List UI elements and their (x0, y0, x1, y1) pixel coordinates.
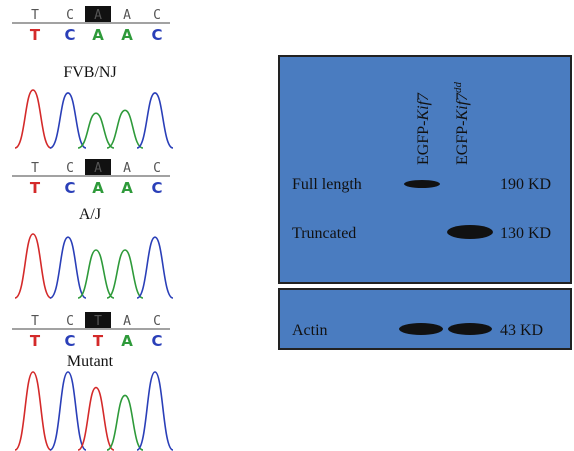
size-label: 130 KD (500, 225, 551, 242)
trace-peak (78, 250, 114, 298)
base-call: A (121, 26, 133, 44)
base-call: C (151, 179, 162, 197)
trace-peak (78, 113, 114, 148)
reference-base: T (94, 314, 102, 329)
band (448, 323, 492, 335)
row-label: Truncated (292, 225, 356, 242)
trace-peak (15, 90, 51, 148)
lane-prefix: EGFP- (415, 121, 432, 165)
trace-peak (137, 93, 173, 148)
base-call: A (121, 179, 133, 197)
sample-label: A/J (79, 206, 101, 223)
trace-peak (107, 250, 143, 298)
trace-peak (78, 388, 114, 450)
lane-superscript: dd (452, 81, 464, 93)
trace-peak (50, 372, 86, 450)
trace-peak (15, 234, 51, 298)
base-call: A (92, 26, 104, 44)
trace-peak (107, 395, 143, 450)
reference-base: A (94, 161, 102, 176)
trace-peak (107, 110, 143, 148)
reference-base: T (31, 161, 39, 176)
base-call: C (151, 332, 162, 350)
lane-gene: Kif7 (415, 92, 432, 122)
base-call: T (30, 179, 41, 197)
reference-base: A (123, 8, 131, 23)
reference-base: C (153, 161, 161, 176)
band (404, 180, 440, 188)
trace-peak (50, 93, 86, 148)
reference-base: C (153, 8, 161, 23)
base-call: C (64, 332, 75, 350)
trace-peak (137, 237, 173, 298)
base-call: C (64, 179, 75, 197)
figure: TCAACTCAACFVB/NJTCAACTCAACA/JTCTACTCTACM… (0, 0, 574, 451)
band (399, 323, 443, 335)
trace-peak (15, 372, 51, 450)
size-label: 43 KD (500, 322, 543, 339)
base-call: A (92, 179, 104, 197)
base-call: T (30, 332, 41, 350)
blot-upper (279, 56, 571, 283)
lane-label: EGFP-Kif7dd (452, 81, 471, 165)
reference-base: A (94, 8, 102, 23)
size-label: 190 KD (500, 176, 551, 193)
trace-peak (137, 372, 173, 450)
row-label: Actin (292, 322, 328, 339)
base-call: T (30, 26, 41, 44)
reference-base: C (153, 314, 161, 329)
reference-base: A (123, 161, 131, 176)
reference-base: T (31, 8, 39, 23)
lane-gene: Kif7 (454, 92, 471, 122)
base-call: C (151, 26, 162, 44)
reference-base: A (123, 314, 131, 329)
lane-label: EGFP-Kif7 (415, 92, 432, 165)
band (447, 225, 493, 239)
reference-base: C (66, 8, 74, 23)
reference-base: T (31, 314, 39, 329)
reference-base: C (66, 161, 74, 176)
trace-peak (50, 237, 86, 298)
base-call: A (121, 332, 133, 350)
row-label: Full length (292, 176, 362, 193)
sample-label: Mutant (67, 353, 114, 370)
sample-label: FVB/NJ (63, 64, 116, 81)
base-call: C (64, 26, 75, 44)
base-call: T (93, 332, 104, 350)
lane-prefix: EGFP- (454, 121, 471, 165)
reference-base: C (66, 314, 74, 329)
blot-lower (279, 289, 571, 349)
